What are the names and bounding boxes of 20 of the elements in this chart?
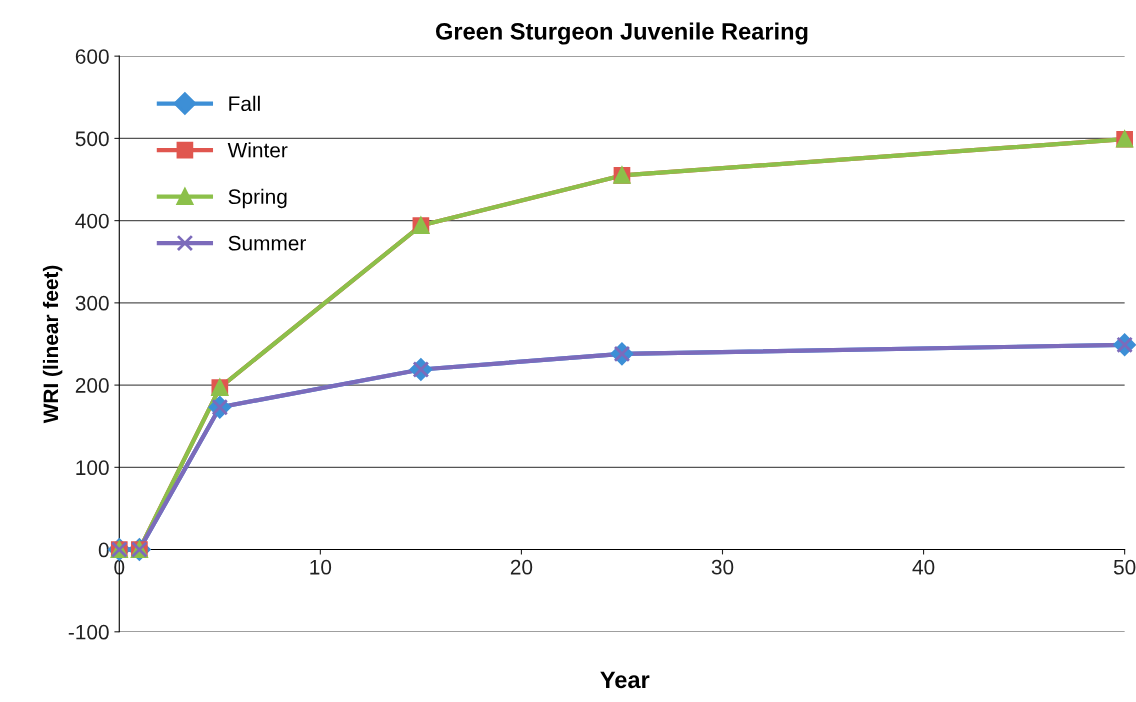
x-tick-label: 30 xyxy=(711,559,734,575)
y-tick-label: 600 xyxy=(75,49,109,64)
x-tick-label: 40 xyxy=(912,559,935,575)
x-tick-label: 50 xyxy=(1113,559,1136,575)
x-tick-label: 20 xyxy=(510,559,533,575)
x-axis-title: Year xyxy=(600,671,650,689)
x-tick-label: 10 xyxy=(310,559,332,575)
y-tick-label: -100 xyxy=(68,624,109,640)
legend-label: Spring xyxy=(228,188,287,209)
y-axis-title: WRI (linear feet) xyxy=(42,265,63,424)
y-tick-label: 300 xyxy=(75,295,109,311)
y-tick-label: 500 xyxy=(75,131,109,147)
legend-label: Winter xyxy=(227,142,288,158)
y-tick-label: 400 xyxy=(75,213,109,229)
y-tick-label: 0 xyxy=(98,542,109,558)
y-tick-label: 200 xyxy=(75,378,109,393)
chart-title: Green Sturgeon Juvenile Rearing xyxy=(435,22,808,45)
legend-label: Summer xyxy=(228,235,306,251)
legend-label: Fall xyxy=(229,95,260,112)
y-tick-label: 100 xyxy=(76,460,109,476)
